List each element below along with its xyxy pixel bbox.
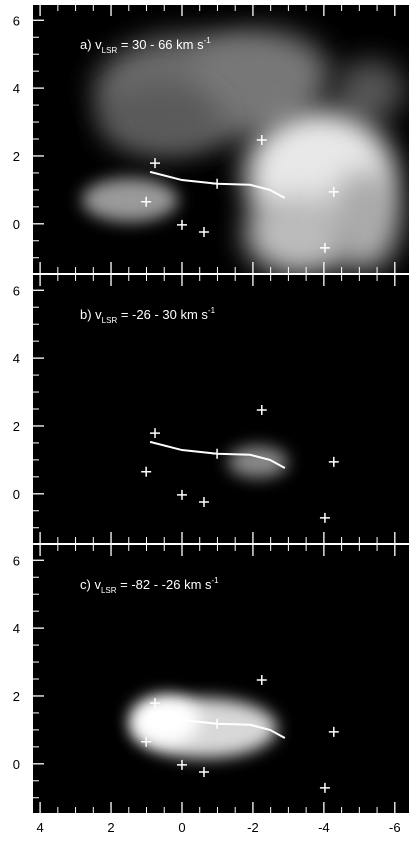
x-tick-label: -6 bbox=[389, 820, 401, 835]
y-tick-label: 0 bbox=[13, 487, 20, 502]
y-tick-label: 2 bbox=[13, 149, 20, 164]
page: {"chart_data": { "type": "image-panels",… bbox=[0, 0, 409, 842]
title-subscript: LSR bbox=[102, 46, 118, 55]
title-subscript: LSR bbox=[101, 586, 117, 595]
emission-image bbox=[228, 446, 288, 478]
title-text: a) v bbox=[80, 37, 102, 52]
title-text: b) v bbox=[80, 307, 102, 322]
x-tick-label: 2 bbox=[107, 820, 114, 835]
title-text: = -26 - 30 km s bbox=[117, 307, 208, 322]
y-tick-label: 2 bbox=[13, 689, 20, 704]
title-subscript: LSR bbox=[102, 316, 118, 325]
y-tick-label: 2 bbox=[13, 419, 20, 434]
x-tick-label: 0 bbox=[178, 820, 185, 835]
title-text: c) v bbox=[80, 577, 101, 592]
x-tick-label: 4 bbox=[36, 820, 43, 835]
figure: 6420a) vLSR = 30 - 66 km s-16420b) vLSR … bbox=[0, 0, 409, 842]
title-superscript: -1 bbox=[204, 36, 212, 45]
title-superscript: -1 bbox=[208, 306, 216, 315]
x-tick-label: -2 bbox=[247, 820, 259, 835]
y-tick-label: 0 bbox=[13, 757, 20, 772]
y-tick-label: 0 bbox=[13, 217, 20, 232]
y-tick-label: 4 bbox=[13, 621, 20, 636]
y-tick-label: 6 bbox=[13, 13, 20, 28]
y-tick-label: 4 bbox=[13, 81, 20, 96]
title-superscript: -1 bbox=[212, 576, 220, 585]
title-text: = -82 - -26 km s bbox=[117, 577, 212, 592]
title-text: = 30 - 66 km s bbox=[117, 37, 204, 52]
x-tick-label: -4 bbox=[318, 820, 330, 835]
y-tick-label: 6 bbox=[13, 283, 20, 298]
y-tick-label: 4 bbox=[13, 351, 20, 366]
y-tick-label: 6 bbox=[13, 553, 20, 568]
